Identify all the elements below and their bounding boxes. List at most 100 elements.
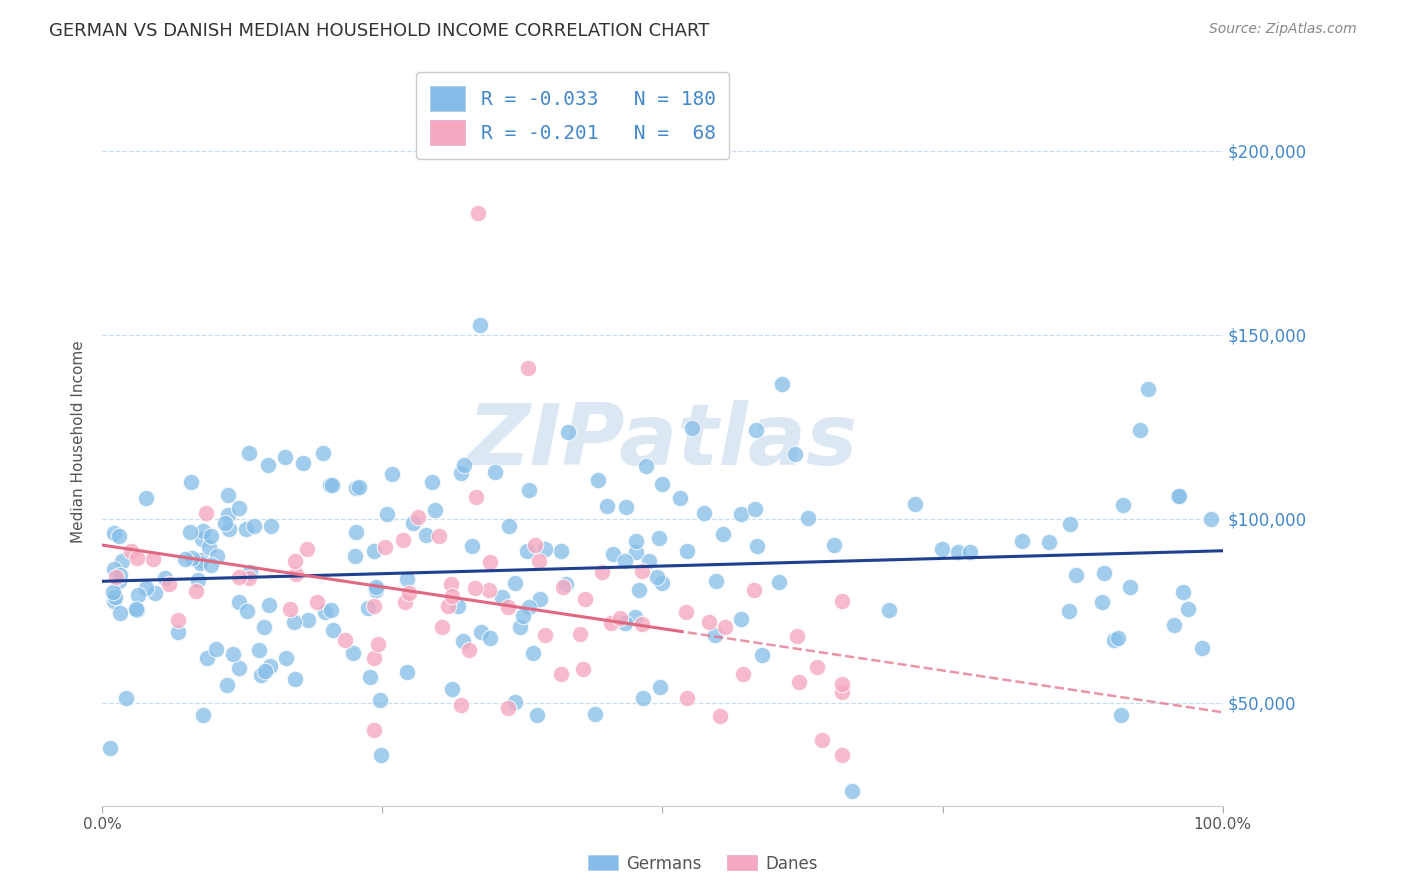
Point <box>401 516 423 530</box>
Point <box>1163 617 1185 632</box>
Point <box>228 570 250 584</box>
Point <box>1059 517 1081 532</box>
Point <box>1136 382 1159 396</box>
Point <box>704 574 727 588</box>
Point <box>335 633 357 648</box>
Point <box>321 477 343 491</box>
Point <box>215 677 238 691</box>
Point <box>363 544 385 558</box>
Point <box>167 625 190 640</box>
Point <box>465 490 488 504</box>
Point <box>127 603 149 617</box>
Point <box>711 527 734 541</box>
Point <box>200 558 222 573</box>
Point <box>638 554 661 568</box>
Point <box>222 647 245 661</box>
Point <box>751 648 773 663</box>
Point <box>314 605 336 619</box>
Point <box>609 611 631 625</box>
Point <box>768 574 790 589</box>
Point <box>1199 512 1222 526</box>
Point <box>260 519 283 533</box>
Point <box>257 458 280 473</box>
Point <box>432 620 454 634</box>
Point <box>1112 498 1135 512</box>
Point <box>624 534 647 549</box>
Point <box>551 580 574 594</box>
Point <box>831 677 853 691</box>
Point <box>191 532 214 546</box>
Point <box>1109 708 1132 723</box>
Point <box>217 488 239 502</box>
Point <box>797 511 820 525</box>
Point <box>1091 595 1114 609</box>
Point <box>733 666 755 681</box>
Point <box>823 538 845 552</box>
Point <box>235 523 257 537</box>
Point <box>440 682 463 697</box>
Point <box>344 525 367 540</box>
Point <box>98 741 121 756</box>
Point <box>111 554 134 568</box>
Point <box>470 624 492 639</box>
Point <box>453 458 475 472</box>
Point <box>375 507 398 521</box>
Legend: R = -0.033   N = 180, R = -0.201   N =  68: R = -0.033 N = 180, R = -0.201 N = 68 <box>416 72 730 159</box>
Legend: Germans, Danes: Germans, Danes <box>582 848 824 880</box>
Point <box>274 650 297 665</box>
Point <box>602 548 624 562</box>
Point <box>596 499 619 513</box>
Point <box>184 583 207 598</box>
Point <box>394 595 416 609</box>
Point <box>517 483 540 498</box>
Point <box>614 500 637 514</box>
Point <box>374 540 396 554</box>
Point <box>254 665 277 679</box>
Point <box>363 723 385 737</box>
Point <box>420 475 443 489</box>
Point <box>555 577 578 591</box>
Point <box>392 533 415 547</box>
Point <box>1167 489 1189 503</box>
Point <box>115 691 138 706</box>
Point <box>103 594 125 608</box>
Point <box>342 646 364 660</box>
Point <box>427 529 450 543</box>
Point <box>157 577 180 591</box>
Point <box>1108 632 1130 646</box>
Point <box>464 581 486 595</box>
Point <box>135 581 157 595</box>
Point <box>585 706 607 721</box>
Point <box>498 519 520 533</box>
Point <box>772 377 794 392</box>
Point <box>194 506 217 520</box>
Point <box>574 592 596 607</box>
Point <box>512 608 534 623</box>
Point <box>179 525 201 540</box>
Y-axis label: Median Household Income: Median Household Income <box>72 340 86 542</box>
Point <box>841 783 863 797</box>
Point <box>142 552 165 566</box>
Point <box>359 670 381 684</box>
Point <box>479 555 502 569</box>
Point <box>491 591 513 605</box>
Point <box>1102 633 1125 648</box>
Point <box>811 733 834 747</box>
Point <box>959 545 981 559</box>
Point <box>831 747 853 762</box>
Point <box>709 709 731 723</box>
Point <box>191 708 214 723</box>
Point <box>668 491 690 505</box>
Point <box>370 748 392 763</box>
Point <box>218 522 240 536</box>
Point <box>363 599 385 614</box>
Point <box>347 480 370 494</box>
Point <box>730 507 752 521</box>
Point <box>648 680 671 694</box>
Point <box>745 539 768 553</box>
Point <box>108 607 131 621</box>
Point <box>250 668 273 682</box>
Point <box>239 565 262 579</box>
Point <box>108 574 131 588</box>
Point <box>461 539 484 553</box>
